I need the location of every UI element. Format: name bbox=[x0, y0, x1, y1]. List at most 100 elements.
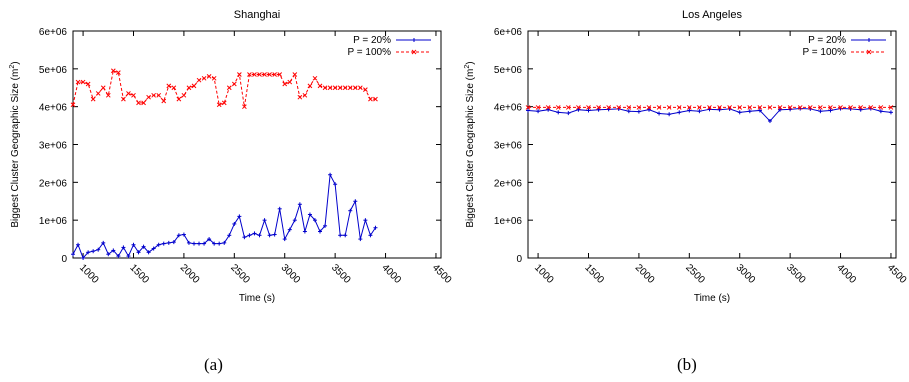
data-point bbox=[166, 83, 172, 89]
data-point bbox=[566, 111, 571, 116]
y-tick-label: 3e+06 bbox=[39, 141, 68, 152]
chart-title: Los Angeles bbox=[682, 9, 742, 21]
data-point bbox=[231, 81, 237, 87]
x-tick-label: 3000 bbox=[734, 262, 758, 286]
data-point bbox=[110, 68, 116, 74]
data-point bbox=[576, 107, 581, 112]
data-point bbox=[327, 85, 333, 91]
data-point bbox=[687, 108, 692, 113]
data-point bbox=[526, 108, 530, 113]
y-tick-label: 0 bbox=[516, 254, 522, 265]
data-point bbox=[747, 109, 752, 114]
data-point bbox=[545, 105, 551, 110]
data-point bbox=[818, 109, 823, 114]
y-tick-label: 0 bbox=[61, 254, 67, 265]
x-tick-label: 2500 bbox=[683, 262, 707, 286]
data-point bbox=[342, 85, 348, 91]
data-point bbox=[257, 72, 262, 77]
data-point bbox=[252, 231, 257, 236]
data-point bbox=[272, 72, 277, 77]
x-tick-label: 2500 bbox=[228, 262, 252, 286]
data-point bbox=[191, 83, 197, 89]
data-point bbox=[555, 105, 561, 110]
data-point bbox=[606, 105, 612, 110]
data-point bbox=[196, 77, 202, 83]
data-point bbox=[677, 110, 682, 115]
x-tick-label: 4000 bbox=[834, 262, 858, 286]
data-point bbox=[297, 202, 302, 207]
data-point bbox=[201, 75, 207, 81]
data-point bbox=[347, 85, 353, 91]
series-p20 bbox=[526, 106, 893, 124]
y-tick-label: 3e+06 bbox=[494, 141, 523, 152]
data-point bbox=[176, 233, 181, 238]
y-tick-label: 1e+06 bbox=[39, 216, 68, 227]
y-axis-label-text: Biggest Cluster Geographic Size (m bbox=[10, 69, 21, 228]
x-tick-label: 1500 bbox=[582, 262, 606, 286]
data-point bbox=[676, 105, 682, 110]
x-tick-label: 3500 bbox=[329, 262, 353, 286]
series-line bbox=[72, 173, 376, 259]
x-tick-label: 4500 bbox=[430, 262, 454, 286]
data-point bbox=[878, 109, 883, 114]
data-point bbox=[596, 105, 601, 110]
data-point bbox=[807, 105, 813, 110]
data-point bbox=[317, 83, 323, 89]
x-tick-label: 1000 bbox=[77, 262, 101, 286]
data-point bbox=[96, 247, 101, 252]
data-point bbox=[757, 108, 762, 113]
x-tick-label: 4000 bbox=[379, 262, 403, 286]
data-point bbox=[373, 96, 378, 102]
chart-los-angeles: Los Angeles 0 1e+06 2e+06 3e+06 4e+06 5e+06 6e+… bbox=[464, 9, 909, 304]
data-point bbox=[262, 72, 267, 77]
data-point bbox=[181, 92, 187, 98]
data-point bbox=[565, 105, 571, 110]
data-point bbox=[525, 105, 531, 110]
data-point bbox=[797, 105, 803, 110]
y-tick-label: 6e+06 bbox=[494, 27, 523, 38]
plot-frame bbox=[527, 30, 897, 259]
data-point bbox=[292, 218, 297, 223]
data-point bbox=[267, 233, 272, 238]
data-point bbox=[737, 105, 743, 110]
data-point bbox=[262, 218, 267, 223]
data-point bbox=[136, 250, 141, 255]
data-point bbox=[737, 110, 742, 115]
data-point bbox=[232, 221, 237, 226]
x-tick-label: 1000 bbox=[532, 262, 556, 286]
data-point bbox=[111, 248, 116, 253]
data-point bbox=[323, 223, 328, 228]
data-point bbox=[186, 240, 191, 245]
data-point bbox=[312, 75, 318, 81]
data-point bbox=[197, 241, 202, 246]
data-point bbox=[778, 107, 783, 112]
data-point bbox=[586, 105, 591, 110]
series-p100 bbox=[70, 68, 378, 110]
data-point bbox=[646, 107, 651, 112]
data-point bbox=[697, 105, 702, 110]
data-point bbox=[818, 105, 823, 110]
y-tick-label: 4e+06 bbox=[39, 103, 68, 114]
data-point bbox=[211, 75, 217, 81]
data-point bbox=[226, 85, 232, 91]
y-tick-label: 6e+06 bbox=[39, 27, 68, 38]
data-point bbox=[536, 109, 541, 114]
data-point bbox=[71, 252, 75, 257]
data-point bbox=[626, 105, 632, 110]
data-point bbox=[368, 96, 373, 102]
data-point bbox=[106, 252, 111, 257]
data-point bbox=[237, 214, 242, 219]
data-point bbox=[373, 225, 378, 230]
data-point bbox=[76, 242, 81, 247]
data-point bbox=[646, 105, 652, 110]
data-point bbox=[858, 107, 863, 112]
data-point bbox=[338, 233, 343, 238]
data-point bbox=[202, 241, 207, 246]
data-point bbox=[90, 96, 96, 102]
data-point bbox=[141, 244, 146, 249]
data-point bbox=[828, 105, 833, 110]
data-point bbox=[556, 110, 561, 115]
data-point bbox=[70, 102, 76, 108]
x-tick-label: 4500 bbox=[885, 262, 909, 286]
